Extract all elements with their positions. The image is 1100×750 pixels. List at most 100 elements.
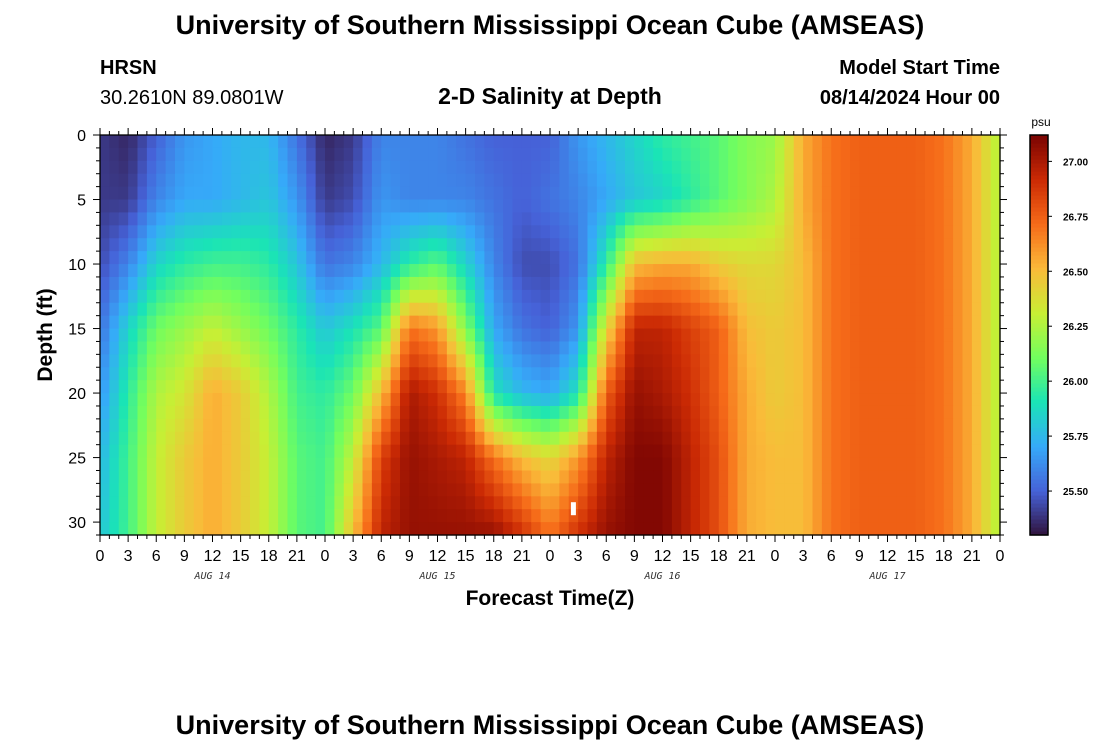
heatmap-cell — [109, 483, 120, 497]
x-tick-label: 6 — [602, 548, 611, 565]
heatmap-cell — [409, 173, 420, 188]
heatmap-cell — [156, 315, 167, 330]
colorbar-segment — [1030, 267, 1048, 272]
heatmap-cell — [334, 225, 345, 239]
heatmap-cell — [821, 173, 832, 188]
heatmap-cell — [100, 289, 110, 304]
heatmap-cell — [850, 238, 860, 252]
colorbar-segment — [1030, 251, 1048, 256]
heatmap-cell — [343, 496, 354, 510]
heatmap-cell — [587, 225, 598, 239]
heatmap-cell — [728, 199, 739, 214]
heatmap-cell — [812, 276, 823, 291]
heatmap-cell — [896, 251, 907, 265]
heatmap-cell — [137, 289, 148, 304]
heatmap-cell — [540, 483, 551, 497]
heatmap-cell — [268, 483, 279, 497]
heatmap-cell — [418, 405, 429, 420]
heatmap-cell — [803, 186, 814, 201]
heatmap-cell — [550, 354, 560, 368]
heatmap-cell — [681, 289, 692, 304]
heatmap-cell — [812, 431, 823, 446]
heatmap-cell — [850, 470, 860, 484]
heatmap-cell — [878, 199, 889, 214]
heatmap-cell — [850, 147, 860, 162]
heatmap-cell — [540, 225, 551, 239]
heatmap-cell — [184, 302, 195, 317]
heatmap-cell — [531, 328, 542, 343]
heatmap-cell — [775, 380, 785, 394]
colorbar-tick-label: 26.75 — [1063, 212, 1088, 223]
heatmap-cell — [100, 251, 110, 265]
heatmap-cell — [343, 302, 354, 317]
heatmap-cell — [521, 289, 532, 304]
heatmap-cell — [221, 328, 232, 343]
heatmap-cell — [540, 289, 551, 304]
heatmap-cell — [540, 251, 551, 265]
heatmap-cell — [615, 470, 626, 484]
heatmap-cell — [803, 457, 814, 472]
heatmap-cell — [953, 289, 964, 304]
heatmap-cell — [353, 444, 364, 459]
heatmap-cell — [578, 251, 589, 265]
heatmap-cell — [315, 483, 326, 497]
heatmap-cell — [625, 393, 635, 407]
colorbar-segment — [1030, 187, 1048, 192]
heatmap-cell — [596, 470, 607, 484]
heatmap-cell — [962, 393, 973, 407]
heatmap-cell — [484, 470, 495, 484]
station-name: HRSN — [100, 57, 157, 79]
heatmap-cell — [793, 251, 804, 265]
heatmap-cell — [943, 135, 954, 149]
heatmap-cell — [381, 444, 392, 459]
colorbar-segment — [1030, 207, 1048, 212]
heatmap-cell — [728, 212, 739, 226]
heatmap-cell — [793, 380, 804, 394]
heatmap-cell — [381, 199, 392, 214]
heatmap-cell — [353, 173, 364, 188]
heatmap-cell — [690, 367, 701, 381]
heatmap-cell — [596, 418, 607, 433]
heatmap-cell — [690, 315, 701, 330]
heatmap-cell — [390, 470, 401, 484]
heatmap-cell — [296, 251, 307, 265]
heatmap-cell — [934, 341, 945, 355]
heatmap-cell — [156, 199, 167, 214]
heatmap-cell — [250, 225, 260, 239]
heatmap-cell — [934, 328, 945, 343]
heatmap-cell — [653, 315, 664, 330]
heatmap-cell — [259, 483, 270, 497]
heatmap-cell — [803, 135, 814, 149]
colorbar-segment — [1030, 399, 1048, 404]
heatmap-cell — [371, 393, 382, 407]
heatmap-cell — [381, 354, 392, 368]
heatmap-cell — [990, 147, 1001, 162]
heatmap-cell — [212, 431, 223, 446]
heatmap-cell — [531, 238, 542, 252]
heatmap-cell — [428, 173, 439, 188]
heatmap-cell — [175, 135, 185, 149]
heatmap-cell — [109, 418, 120, 433]
heatmap-cell — [146, 289, 157, 304]
heatmap-cell — [381, 315, 392, 330]
heatmap-cell — [934, 225, 945, 239]
heatmap-cell — [878, 354, 889, 368]
heatmap-cell — [578, 496, 589, 510]
heatmap-cell — [128, 199, 139, 214]
heatmap-cell — [287, 276, 298, 291]
heatmap-cell — [878, 522, 889, 536]
heatmap-cell — [315, 276, 326, 291]
heatmap-cell — [231, 367, 242, 381]
heatmap-cell — [681, 354, 692, 368]
heatmap-cell — [915, 393, 926, 407]
heatmap-cell — [146, 418, 157, 433]
heatmap-cell — [268, 367, 279, 381]
heatmap-cell — [662, 135, 673, 149]
heatmap-cell — [784, 315, 795, 330]
colorbar-segment — [1030, 327, 1048, 332]
heatmap-cell — [728, 264, 739, 278]
heatmap-cell — [493, 341, 504, 355]
heatmap-cell — [568, 470, 579, 484]
heatmap-cell — [625, 147, 635, 162]
heatmap-cell — [446, 522, 457, 536]
